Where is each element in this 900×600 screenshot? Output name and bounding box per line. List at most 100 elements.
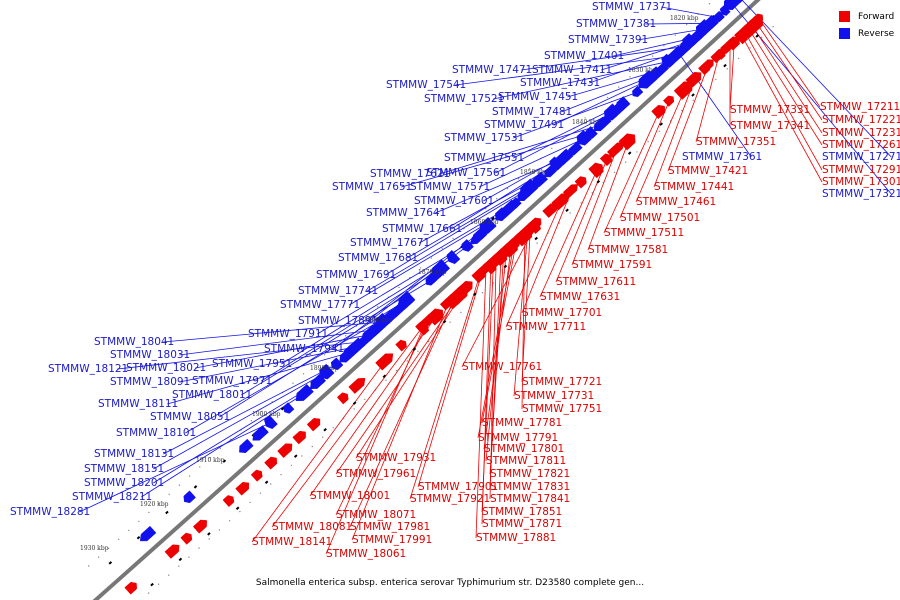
- forward-gene-label[interactable]: STMMW_17991: [352, 534, 432, 546]
- reverse-gene-label[interactable]: STMMW_17891: [298, 315, 378, 327]
- forward-gene-label[interactable]: STMMW_17511: [604, 227, 684, 239]
- forward-gene-label[interactable]: STMMW_17351: [696, 136, 776, 148]
- reverse-gene-label[interactable]: STMMW_17671: [350, 237, 430, 249]
- forward-gene-label[interactable]: STMMW_17921: [410, 493, 490, 505]
- reverse-gene-label[interactable]: STMMW_18101: [116, 427, 196, 439]
- forward-gene-label[interactable]: STMMW_18081: [272, 521, 352, 533]
- forward-gene-label[interactable]: STMMW_17611: [556, 276, 636, 288]
- forward-gene-label[interactable]: STMMW_17761: [462, 361, 542, 373]
- reverse-gene-label[interactable]: STMMW_17971: [192, 375, 272, 387]
- forward-gene-arrow: [265, 457, 277, 469]
- feature-marker: [756, 35, 758, 37]
- forward-gene-label[interactable]: STMMW_17461: [636, 196, 716, 208]
- reverse-gene-label[interactable]: STMMW_18281: [10, 506, 90, 518]
- forward-gene-label[interactable]: STMMW_17751: [522, 403, 602, 415]
- forward-gene-label[interactable]: STMMW_17231: [822, 127, 900, 139]
- reverse-gene-label[interactable]: STMMW_17451: [498, 91, 578, 103]
- reverse-gene-label[interactable]: STMMW_17391: [568, 34, 648, 46]
- forward-gene-arrow: [307, 418, 320, 431]
- forward-gene-label[interactable]: STMMW_17341: [730, 120, 810, 132]
- reverse-gene-label[interactable]: STMMW_18151: [84, 463, 164, 475]
- forward-gene-label[interactable]: STMMW_17501: [620, 212, 700, 224]
- forward-gene-label[interactable]: STMMW_17811: [486, 455, 566, 467]
- reverse-gene-label[interactable]: STMMW_18201: [84, 477, 164, 489]
- forward-gene-label[interactable]: STMMW_18061: [326, 548, 406, 560]
- reverse-gene-label[interactable]: STMMW_17551: [444, 152, 524, 164]
- legend-forward-label: Forward: [858, 12, 894, 22]
- reverse-gene-label[interactable]: STMMW_17641: [366, 207, 446, 219]
- reverse-gene-label[interactable]: STMMW_17661: [382, 223, 462, 235]
- reverse-gene-label[interactable]: STMMW_18021: [126, 362, 206, 374]
- forward-gene-label[interactable]: STMMW_17821: [490, 468, 570, 480]
- reverse-gene-label[interactable]: STMMW_18091: [110, 376, 190, 388]
- forward-gene-label[interactable]: STMMW_17421: [668, 165, 748, 177]
- forward-gene-label[interactable]: STMMW_17591: [572, 259, 652, 271]
- forward-gene-label[interactable]: STMMW_17331: [730, 104, 810, 116]
- reverse-gene-label[interactable]: STMMW_18041: [94, 336, 174, 348]
- forward-gene-label[interactable]: STMMW_17831: [490, 481, 570, 493]
- forward-gene-label[interactable]: STMMW_17221: [822, 114, 900, 126]
- reverse-gene-label[interactable]: STMMW_17321: [822, 188, 900, 200]
- forward-gene-label[interactable]: STMMW_17631: [540, 291, 620, 303]
- forward-gene-label[interactable]: STMMW_17721: [522, 376, 602, 388]
- forward-gene-label[interactable]: STMMW_17211: [820, 101, 900, 113]
- reverse-gene-label[interactable]: STMMW_17621: [370, 168, 450, 180]
- forward-gene-label[interactable]: STMMW_17581: [588, 244, 668, 256]
- forward-gene-label[interactable]: STMMW_17841: [490, 493, 570, 505]
- legend-forward-swatch: [839, 11, 850, 22]
- forward-gene-label[interactable]: STMMW_17291: [822, 164, 900, 176]
- forward-gene-label[interactable]: STMMW_17851: [482, 506, 562, 518]
- reverse-gene-label[interactable]: STMMW_17571: [410, 181, 490, 193]
- reverse-gene-label[interactable]: STMMW_17771: [280, 299, 360, 311]
- forward-gene-label[interactable]: STMMW_17961: [336, 468, 416, 480]
- forward-gene-label[interactable]: STMMW_17931: [356, 452, 436, 464]
- forward-gene-label[interactable]: STMMW_18141: [252, 536, 332, 548]
- reverse-gene-label[interactable]: STMMW_17481: [492, 106, 572, 118]
- reverse-gene-label[interactable]: STMMW_17431: [520, 77, 600, 89]
- reverse-gene-label[interactable]: STMMW_17371: [592, 1, 672, 13]
- reverse-gene-label[interactable]: STMMW_18011: [172, 389, 252, 401]
- reverse-gene-label[interactable]: STMMW_17411: [532, 64, 612, 76]
- reverse-gene-label[interactable]: STMMW_17521: [424, 93, 504, 105]
- reverse-gene-label[interactable]: STMMW_18211: [72, 491, 152, 503]
- reverse-gene-label[interactable]: STMMW_17541: [386, 79, 466, 91]
- forward-gene-label[interactable]: STMMW_17711: [506, 321, 586, 333]
- forward-gene-label[interactable]: STMMW_17441: [654, 181, 734, 193]
- forward-gene-label[interactable]: STMMW_17781: [482, 417, 562, 429]
- reverse-gene-label[interactable]: STMMW_17941: [264, 343, 344, 355]
- reverse-gene-label[interactable]: STMMW_18051: [150, 411, 230, 423]
- reverse-gene-label[interactable]: STMMW_17401: [544, 50, 624, 62]
- reverse-gene-label[interactable]: STMMW_17911: [248, 328, 328, 340]
- forward-gene-label[interactable]: STMMW_17701: [522, 307, 602, 319]
- forward-gene-label[interactable]: STMMW_18001: [310, 490, 390, 502]
- reverse-gene-label[interactable]: STMMW_17271: [822, 151, 900, 163]
- reverse-gene-label[interactable]: STMMW_17681: [338, 252, 418, 264]
- forward-gene-label[interactable]: STMMW_17801: [484, 443, 564, 455]
- track-dot: [607, 97, 608, 98]
- reverse-gene-label[interactable]: STMMW_17491: [484, 119, 564, 131]
- forward-gene-leader-line: [745, 32, 822, 170]
- reverse-gene-label[interactable]: STMMW_17691: [316, 269, 396, 281]
- reverse-gene-label[interactable]: STMMW_17601: [414, 195, 494, 207]
- forward-gene-label[interactable]: STMMW_17981: [350, 521, 430, 533]
- forward-gene-label[interactable]: STMMW_18071: [336, 509, 416, 521]
- forward-gene-label[interactable]: STMMW_17871: [482, 518, 562, 530]
- reverse-gene-label[interactable]: STMMW_17381: [576, 18, 656, 30]
- reverse-gene-label[interactable]: STMMW_18031: [110, 349, 190, 361]
- reverse-gene-label[interactable]: STMMW_18111: [98, 398, 178, 410]
- track-dot: [460, 312, 461, 313]
- reverse-gene-label[interactable]: STMMW_17951: [212, 358, 292, 370]
- forward-gene-label[interactable]: STMMW_17301: [822, 176, 900, 188]
- reverse-gene-label[interactable]: STMMW_18121: [48, 363, 128, 375]
- forward-gene-label[interactable]: STMMW_17731: [514, 390, 594, 402]
- reverse-gene-label[interactable]: STMMW_17741: [298, 285, 378, 297]
- reverse-gene-label[interactable]: STMMW_17361: [682, 151, 762, 163]
- track-dot: [663, 45, 664, 46]
- reverse-gene-label[interactable]: STMMW_18131: [94, 448, 174, 460]
- forward-gene-label[interactable]: STMMW_17881: [476, 532, 556, 544]
- reverse-gene-label[interactable]: STMMW_17531: [444, 132, 524, 144]
- forward-gene-label[interactable]: STMMW_17901: [418, 481, 498, 493]
- reverse-gene-label[interactable]: STMMW_17471: [452, 64, 532, 76]
- reverse-gene-label[interactable]: STMMW_17651: [332, 181, 412, 193]
- forward-gene-label[interactable]: STMMW_17261: [822, 139, 900, 151]
